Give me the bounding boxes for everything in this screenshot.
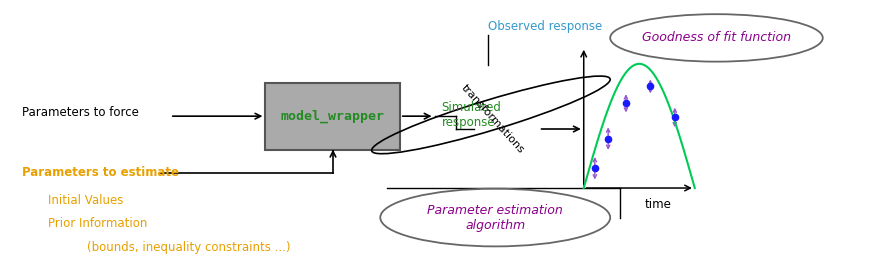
Text: Goodness of fit function: Goodness of fit function xyxy=(642,31,791,44)
Text: Prior Information: Prior Information xyxy=(49,217,148,230)
Text: Parameters to force: Parameters to force xyxy=(23,106,139,119)
Text: transformations: transformations xyxy=(459,82,526,155)
FancyBboxPatch shape xyxy=(265,83,400,150)
Text: Simulated
response: Simulated response xyxy=(441,101,501,129)
Text: Observed response: Observed response xyxy=(488,20,602,33)
Text: model_wrapper: model_wrapper xyxy=(281,109,385,123)
Text: (bounds, inequality constraints ...): (bounds, inequality constraints ...) xyxy=(88,240,291,254)
Text: time: time xyxy=(645,198,672,211)
Text: Parameters to estimate: Parameters to estimate xyxy=(23,166,179,179)
Text: Parameter estimation
algorithm: Parameter estimation algorithm xyxy=(428,204,563,231)
Text: Initial Values: Initial Values xyxy=(49,194,123,207)
